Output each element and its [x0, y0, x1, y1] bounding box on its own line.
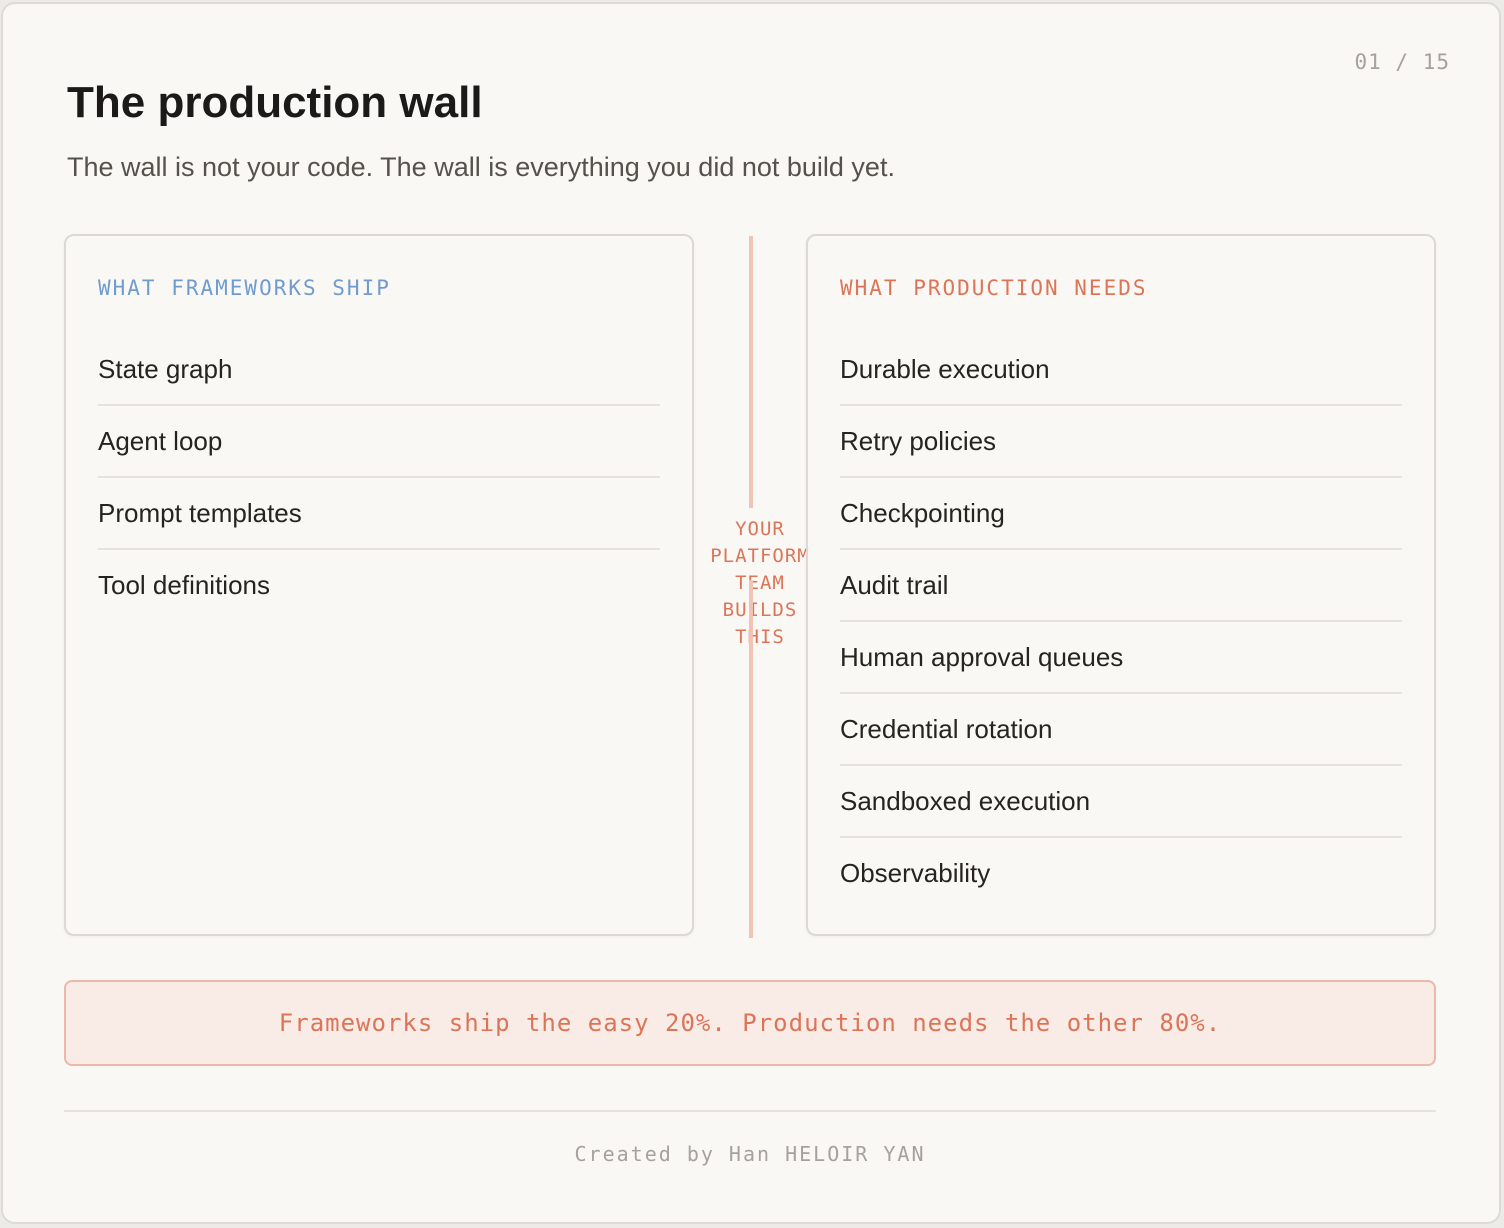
production-list-item: Checkpointing: [840, 478, 1402, 550]
frameworks-list-item: Agent loop: [98, 406, 660, 478]
production-list-item: Credential rotation: [840, 694, 1402, 766]
wall-label-line: PLATFORM: [710, 545, 810, 567]
frameworks-list-item: Prompt templates: [98, 478, 660, 550]
production-list-item: Human approval queues: [840, 622, 1402, 694]
production-list-item: Observability: [840, 858, 991, 888]
production-panel: WHAT PRODUCTION NEEDS Durable execution …: [806, 234, 1436, 936]
wall-label-line: THIS: [735, 626, 785, 648]
production-list-item: Retry policies: [840, 406, 1402, 478]
wall-label-line: YOUR: [735, 518, 785, 540]
production-list-item: Sandboxed execution: [840, 766, 1402, 838]
production-list: Durable execution Retry policies Checkpo…: [840, 334, 1402, 908]
page-title: The production wall: [67, 78, 483, 127]
frameworks-panel: WHAT FRAMEWORKS SHIP State graph Agent l…: [64, 234, 694, 936]
footer-credit: Created by Han HELOIR YAN: [574, 1142, 926, 1166]
frameworks-list-item: Tool definitions: [98, 570, 270, 600]
wall-divider-label: YOUR PLATFORM TEAM BUILDS THIS: [700, 516, 820, 651]
production-panel-heading: WHAT PRODUCTION NEEDS: [840, 276, 1148, 300]
wall-divider-bottom: [749, 580, 753, 938]
summary-callout: Frameworks ship the easy 20%. Production…: [64, 980, 1436, 1066]
page-counter: 01 / 15: [1354, 50, 1450, 74]
production-list-item: Durable execution: [840, 334, 1402, 406]
wall-divider-top: [749, 236, 753, 508]
footer-divider: [64, 1110, 1436, 1112]
summary-callout-text: Frameworks ship the easy 20%. Production…: [278, 1009, 1222, 1037]
frameworks-list-item: State graph: [98, 334, 660, 406]
wall-label-line: TEAM: [735, 572, 785, 594]
page-subtitle: The wall is not your code. The wall is e…: [67, 152, 895, 182]
wall-label-line: BUILDS: [722, 599, 798, 621]
production-list-item: Audit trail: [840, 550, 1402, 622]
frameworks-list: State graph Agent loop Prompt templates …: [98, 334, 660, 620]
frameworks-panel-heading: WHAT FRAMEWORKS SHIP: [98, 276, 391, 300]
